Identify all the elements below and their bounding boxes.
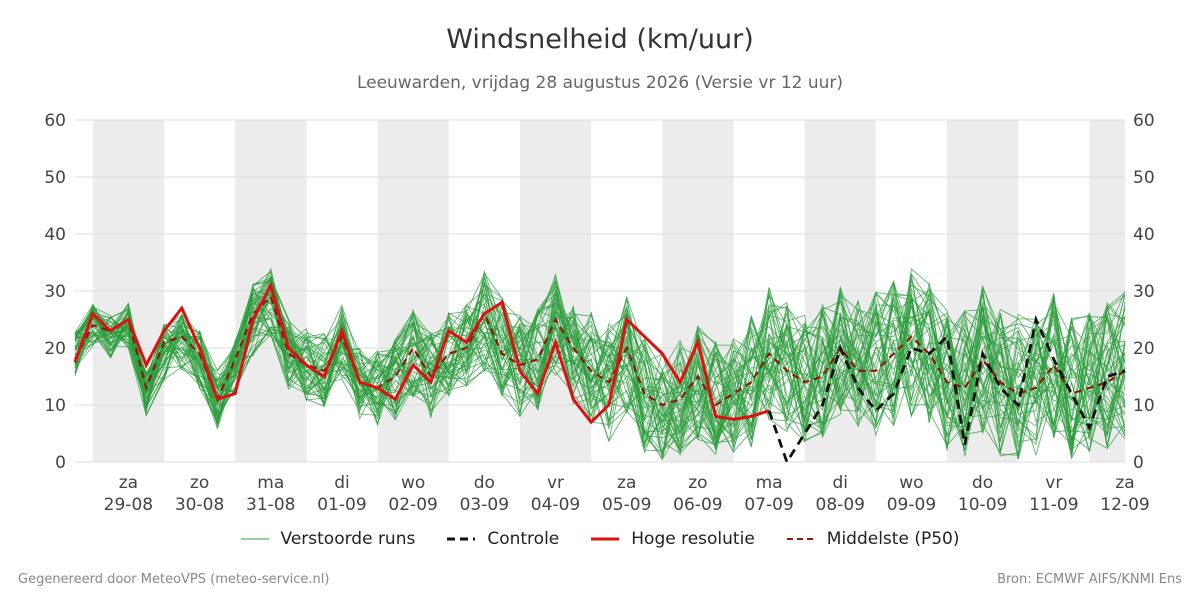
chart-subtitle: Leeuwarden, vrijdag 28 augustus 2026 (Ve… [356,73,844,93]
control-series-line [767,314,1126,466]
x-tick-date: 08-09 [816,495,865,515]
member-run-line [74,284,1126,452]
x-tick-date: 03-09 [460,495,509,515]
x-tick-date: 29-08 [104,495,153,515]
x-tick-day: wo [401,473,425,493]
legend-label-members: Verstoorde runs [280,529,416,549]
chart-legend: Verstoorde runs Controle Hoge resolutie … [0,529,1200,549]
legend-label-median: Middelste (P50) [826,529,960,549]
legend-item-control: Controle [447,529,559,549]
x-tick-date: 30-08 [175,495,224,515]
x-tick-date: 11-09 [1029,495,1078,515]
y-tick-label: 60 [44,111,66,131]
member-run-line [74,302,1126,448]
x-tick-day: do [972,473,993,493]
x-tick-date: 31-08 [246,495,295,515]
x-tick-day: za [1115,473,1134,493]
y-tick-label: 30 [44,282,66,302]
x-tick-date: 01-09 [317,495,366,515]
x-tick-date: 09-09 [887,495,936,515]
y-tick-labels-right: 0 10 20 30 40 50 60 [1133,111,1155,473]
y-tick-label: 0 [55,453,66,473]
x-tick-date: 07-09 [744,495,793,515]
y-tick-labels-left: 0 10 20 30 40 50 60 [44,111,66,473]
x-tick-day: ma [257,473,284,493]
member-run-line [74,294,1126,452]
x-tick-day: di [832,473,848,493]
legend-item-median: Middelste (P50) [786,529,960,549]
x-tick-date: 04-09 [531,495,580,515]
x-tick-day: zo [688,473,707,493]
hires-series-line [73,281,770,425]
legend-label-hires: Hoge resolutie [631,529,755,549]
x-tick-day: vr [547,473,564,493]
y-tick-label: 10 [44,396,66,416]
footer-source: Bron: ECMWF AIFS/KNMI Ens [997,572,1182,587]
hires-line [73,281,770,425]
member-run-line [74,281,1126,456]
member-run-line [74,295,1126,451]
legend-label-control: Controle [487,529,560,549]
y-tick-label: 40 [1133,225,1155,245]
median-line [74,294,1126,407]
x-tick-day: zo [190,473,209,493]
legend-swatch-control [447,537,476,541]
legend-swatch-members [240,538,269,540]
legend-item-hires: Hoge resolutie [591,529,755,549]
legend-swatch-median [786,538,815,540]
x-tick-day: wo [899,473,923,493]
x-tick-day: za [617,473,636,493]
y-tick-label: 40 [44,225,66,245]
y-tick-label: 50 [44,168,66,188]
x-tick-day: di [334,473,350,493]
legend-item-members: Verstoorde runs [240,529,416,549]
y-tick-label: 10 [1133,396,1155,416]
x-tick-date: 05-09 [602,495,651,515]
x-tick-date: 06-09 [673,495,722,515]
chart-title: Windsnelheid (km/uur) [446,24,754,55]
y-tick-label: 20 [44,339,66,359]
x-tick-day: do [474,473,495,493]
y-tick-label: 30 [1133,282,1155,302]
x-tick-day: ma [756,473,783,493]
control-line [767,314,1126,466]
x-tick-day: za [119,473,138,493]
legend-swatch-hires [591,537,620,541]
x-tick-date: 10-09 [958,495,1007,515]
member-run-line [74,279,1126,439]
median-series-line [74,294,1126,407]
y-tick-label: 0 [1133,453,1144,473]
y-tick-label: 20 [1133,339,1155,359]
y-tick-label: 60 [1133,111,1155,131]
y-tick-label: 50 [1133,168,1155,188]
x-tick-date: 02-09 [388,495,437,515]
member-run-line [74,298,1126,460]
x-tick-day: vr [1045,473,1062,493]
footer-generator: Gegenereerd door MeteoVPS (meteo-service… [18,572,330,587]
x-tick-labels: za29-08zo30-08ma31-08di01-09wo02-09do03-… [104,473,1150,515]
x-tick-date: 12-09 [1100,495,1149,515]
